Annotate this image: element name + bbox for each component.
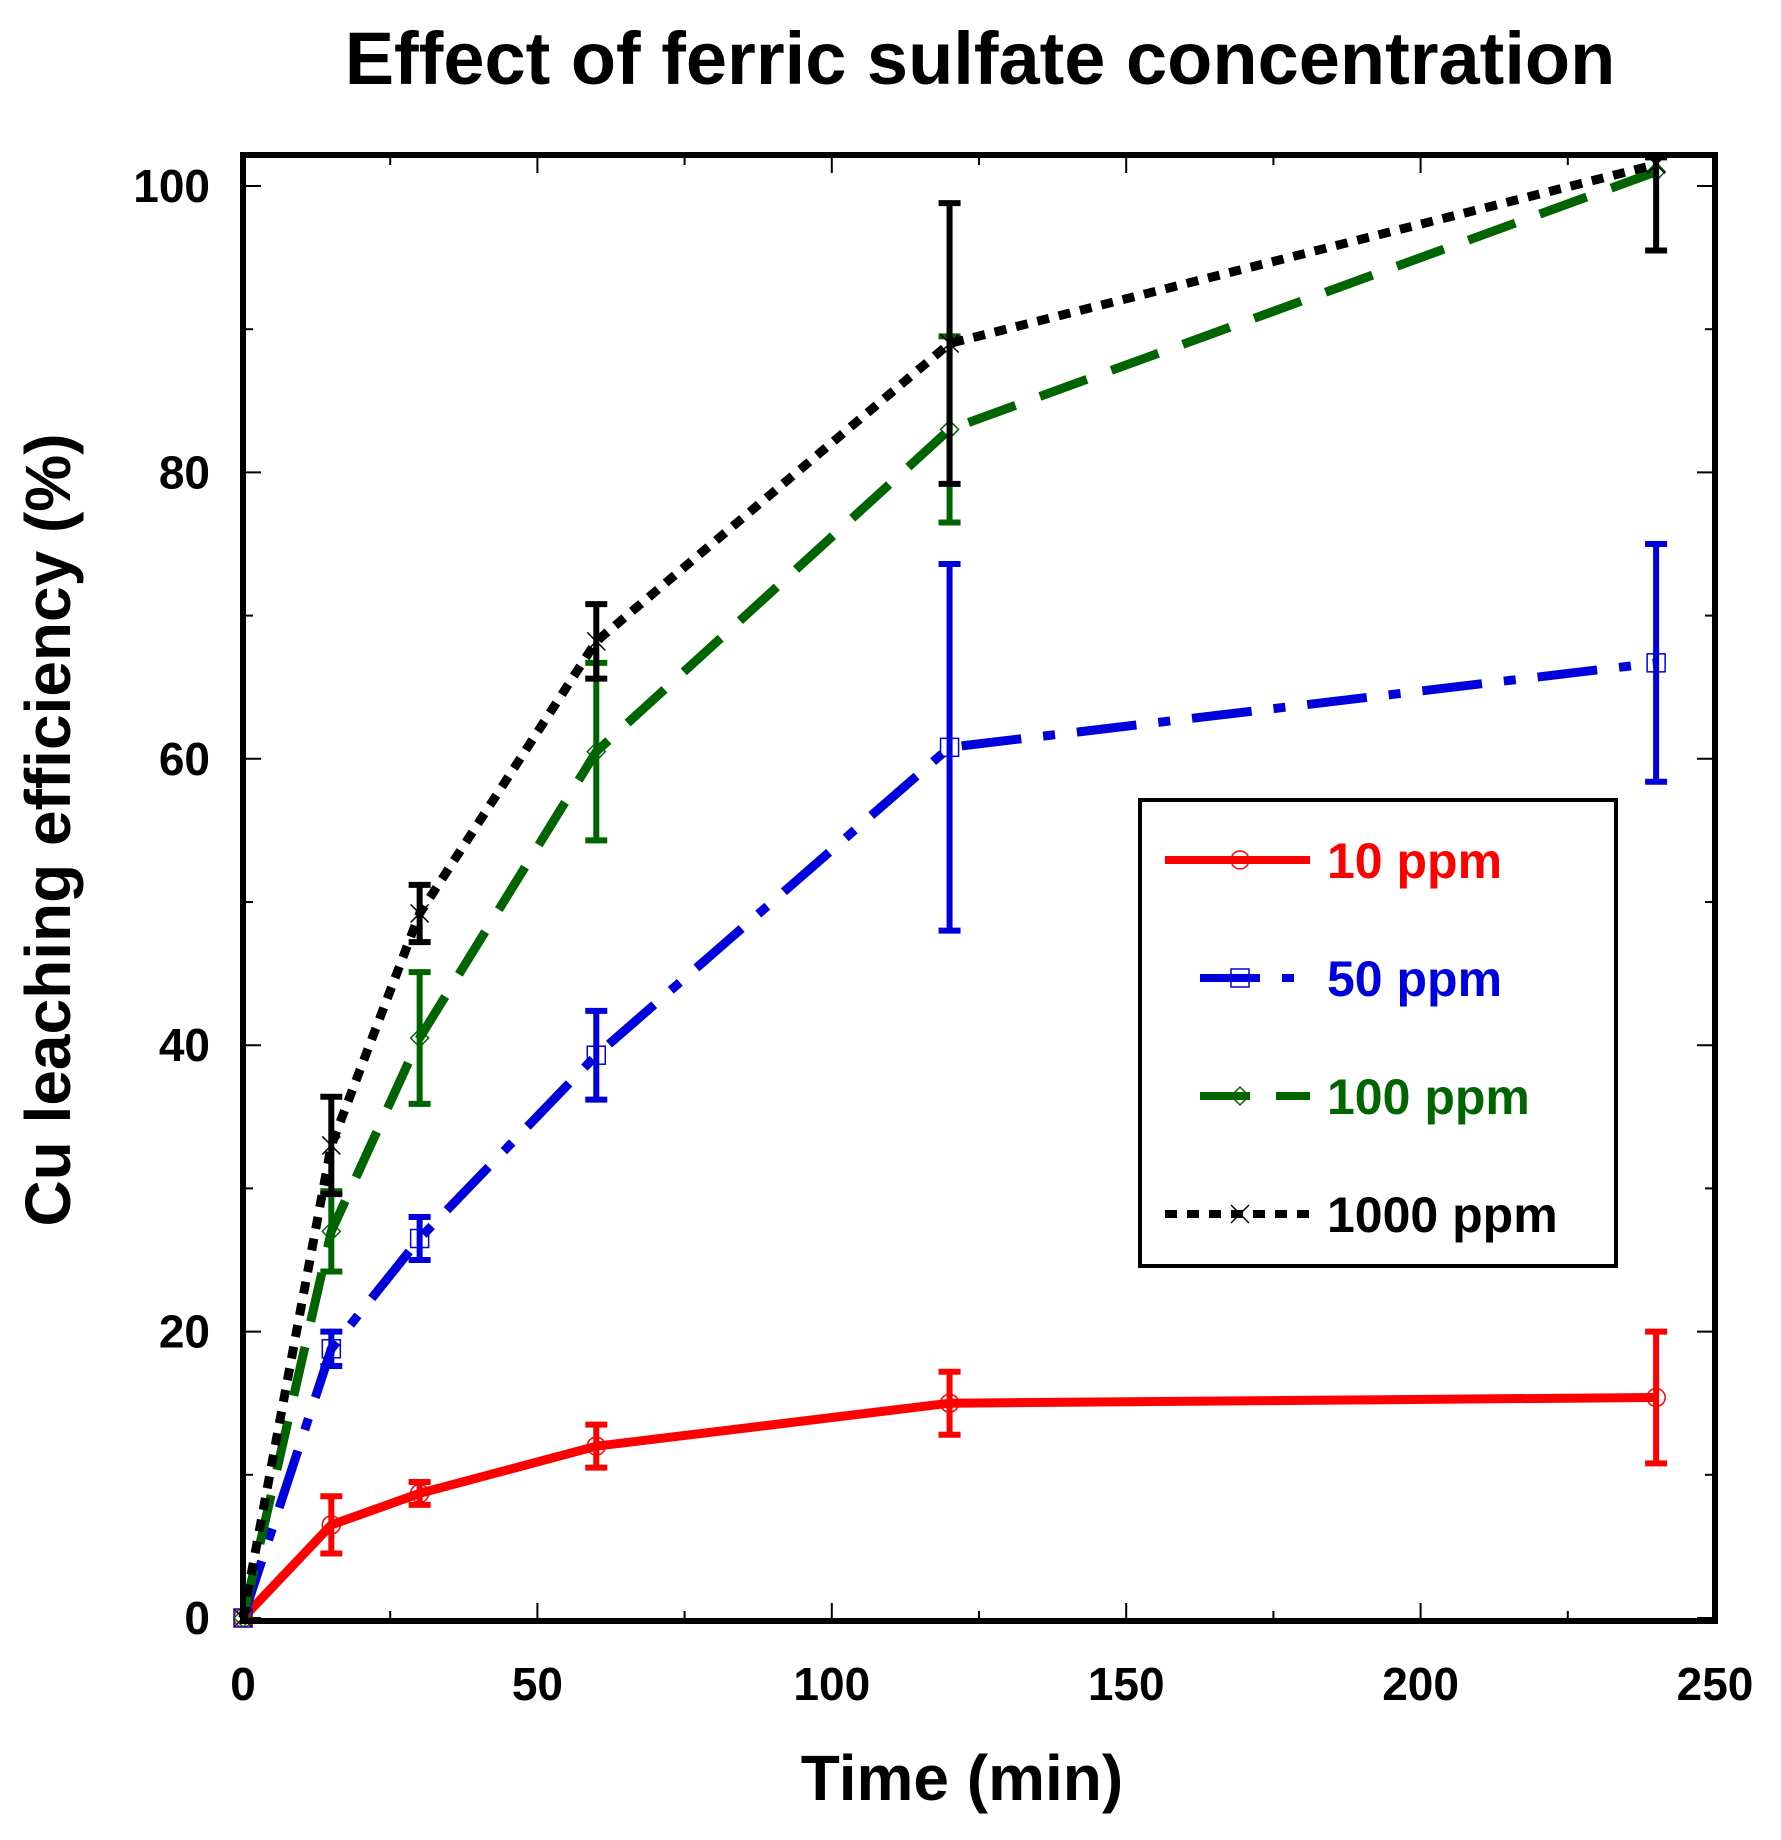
legend-item-50-ppm: 50 ppm (1200, 951, 1502, 1007)
legend-item-1000-ppm: 1000 ppm (1165, 1187, 1558, 1243)
data-point (321, 1221, 342, 1242)
data-point (586, 1045, 607, 1065)
y-tick-labels: 0 20 40 60 80 100 (133, 160, 210, 1644)
x-tick-label: 100 (793, 1658, 870, 1710)
data-point (939, 737, 960, 758)
data-point (321, 1135, 341, 1155)
data-point (409, 1027, 430, 1049)
series-layer (232, 154, 1668, 1629)
legend-label: 10 ppm (1327, 833, 1502, 889)
series-1000-ppm (233, 154, 1668, 1628)
data-point (321, 1339, 342, 1359)
legend-label: 50 ppm (1327, 951, 1502, 1007)
legend-box (1138, 798, 1618, 1268)
series-50-ppm (233, 541, 1668, 1628)
y-tick-label: 60 (159, 733, 210, 785)
data-point (409, 1483, 430, 1504)
chart-title: Effect of ferric sulfate concentration (345, 17, 1616, 100)
data-point (939, 1393, 960, 1413)
y-tick-label: 0 (184, 1592, 210, 1644)
data-point (410, 903, 430, 923)
legend-item-10-ppm: 10 ppm (1165, 833, 1502, 889)
legend-label: 100 ppm (1327, 1069, 1530, 1125)
series-10-ppm (233, 1328, 1668, 1628)
x-tick-label: 250 (1677, 1658, 1754, 1710)
data-point (1646, 154, 1666, 175)
data-point (1646, 1387, 1666, 1408)
legend: 10 ppm 50 ppm 100 ppm 1000 ppm (1138, 798, 1618, 1268)
data-point (586, 1436, 607, 1456)
data-point (321, 1515, 342, 1535)
legend-label: 1000 ppm (1327, 1187, 1558, 1243)
data-point (940, 333, 960, 354)
plot-area-frame (240, 152, 1718, 1624)
y-tick-label: 40 (159, 1019, 210, 1071)
x-tick-label: 200 (1382, 1658, 1459, 1710)
data-point (586, 741, 607, 762)
y-tick-label: 80 (159, 446, 210, 498)
y-tick-label: 100 (133, 160, 210, 212)
x-tick-label: 0 (230, 1658, 256, 1710)
y-axis-label: Cu leaching efficiency (%) (12, 433, 84, 1226)
x-axis-label: Time (min) (801, 1742, 1123, 1814)
x-tick-label: 50 (512, 1658, 563, 1710)
y-tick-label: 20 (159, 1306, 210, 1358)
series-line-1000-ppm (238, 160, 1658, 1619)
data-point (409, 1228, 430, 1249)
series-line-100-ppm (238, 167, 1658, 1620)
legend-marker (1230, 968, 1250, 988)
legend-item-100-ppm: 100 ppm (1200, 1069, 1530, 1125)
series-line-50-ppm (238, 658, 1657, 1620)
series-line-10-ppm (239, 1393, 1657, 1622)
data-point (232, 1607, 254, 1629)
legend-marker (1230, 1204, 1250, 1224)
x-tick-labels: 0 50 100 150 200 250 (230, 1658, 1753, 1710)
data-point (1646, 653, 1666, 673)
data-point (586, 631, 606, 651)
legend-marker (1229, 1085, 1251, 1107)
x-tick-label: 150 (1088, 1658, 1165, 1710)
legend-marker (1230, 850, 1250, 870)
